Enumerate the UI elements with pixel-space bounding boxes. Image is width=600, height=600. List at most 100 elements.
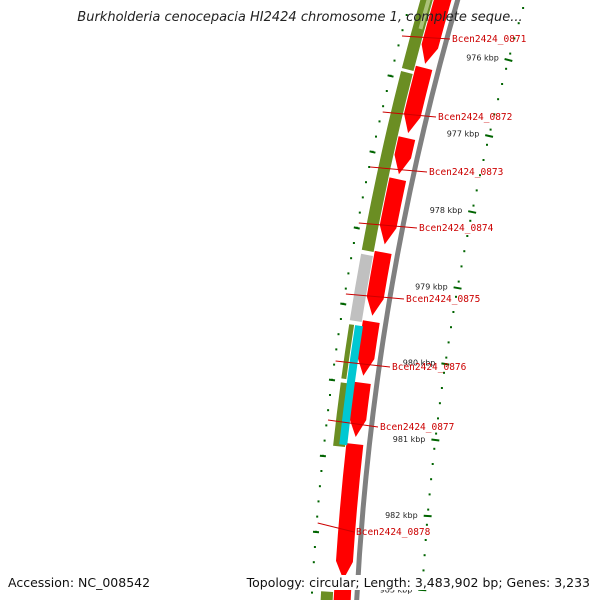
gene-label: Bcen2424_0872 (438, 112, 512, 123)
minor-tick (375, 135, 377, 138)
minor-tick (389, 74, 392, 77)
minor-tick (371, 150, 374, 153)
gene-leader-line (317, 522, 355, 533)
forward-cds-arrow (357, 320, 380, 376)
minor-tick (335, 348, 338, 351)
kbp-label: 979 kbp (415, 282, 448, 291)
gene-label: Bcen2424_0873 (429, 167, 503, 178)
minor-tick (318, 485, 321, 488)
minor-tick (321, 454, 324, 457)
major-tick (441, 362, 450, 366)
minor-tick (427, 508, 430, 511)
minor-tick (457, 280, 460, 283)
reverse-cds-band (361, 71, 413, 252)
minor-tick (347, 272, 350, 275)
backbone-circle (354, 0, 461, 600)
minor-tick (325, 424, 328, 427)
forward-cds-arrow (421, 0, 452, 64)
gene-label: Bcen2424_0877 (380, 422, 454, 433)
minor-tick (337, 333, 340, 336)
forward-cds-arrow (333, 587, 352, 600)
gene-leader-line (345, 293, 405, 300)
minor-tick (352, 242, 355, 244)
topology-text: Topology: circular; Length: 3,483,902 bp… (244, 575, 590, 590)
minor-tick (466, 235, 469, 237)
forward-cds-arrow (379, 177, 407, 245)
feature-tracks (320, 0, 461, 600)
major-tick (504, 58, 513, 62)
minor-tick (339, 318, 342, 320)
kbp-label: 980 kbp (403, 359, 436, 368)
minor-tick (331, 378, 333, 381)
minor-tick (333, 363, 336, 366)
minor-tick (497, 98, 500, 101)
kbp-label: 981 kbp (393, 435, 426, 444)
gene-leader-line (335, 360, 391, 368)
minor-tick (312, 561, 315, 564)
minor-tick (517, 22, 520, 25)
minor-tick (522, 7, 525, 9)
gene-leader-line (382, 111, 437, 118)
minor-tick (493, 113, 496, 116)
gene-label: Bcen2424_0878 (356, 527, 431, 538)
gene-label: Bcen2424_0874 (419, 223, 494, 234)
minor-tick (428, 493, 431, 496)
minor-tick (443, 371, 445, 374)
minor-tick (344, 287, 347, 290)
minor-tick (425, 523, 428, 526)
kbp-label: 982 kbp (385, 511, 418, 520)
minor-tick (424, 539, 427, 541)
minor-tick (342, 302, 345, 305)
minor-tick (438, 402, 441, 405)
major-tick (484, 134, 494, 138)
gene-label: Bcen2424_0871 (452, 34, 527, 45)
reverse-cds-band (320, 591, 334, 600)
minor-tick (382, 105, 385, 108)
minor-tick (479, 174, 481, 177)
minor-tick (435, 432, 438, 435)
gene-leader-line (370, 166, 428, 173)
major-tick (423, 514, 432, 518)
gene-label: Bcen2424_0875 (406, 294, 480, 305)
gene-leader-line (327, 419, 379, 428)
kbp-label: 977 kbp (447, 130, 480, 139)
minor-tick (452, 311, 455, 313)
forward-cds-arrow (349, 381, 371, 437)
reverse-cds-band (341, 324, 355, 380)
major-tick (468, 210, 477, 214)
kbp-label: 978 kbp (430, 206, 463, 215)
reverse-cds-band (418, 0, 431, 30)
minor-tick (313, 546, 316, 548)
minor-tick (368, 166, 371, 168)
minor-tick (455, 295, 457, 298)
map-title: Burkholderia cenocepacia HI2424 chromoso… (77, 10, 523, 25)
minor-tick (440, 387, 443, 389)
major-tick (431, 438, 440, 442)
minor-tick (405, 14, 408, 16)
minor-tick (482, 159, 485, 161)
minor-tick (469, 219, 472, 222)
minor-tick (423, 554, 426, 557)
minor-tick (350, 257, 353, 260)
minor-tick (317, 500, 320, 503)
minor-tick (445, 356, 448, 359)
minor-tick (316, 515, 319, 518)
minor-tick (501, 83, 504, 85)
minor-tick (401, 29, 404, 32)
minor-tick (422, 569, 425, 572)
minor-tick (437, 417, 439, 420)
minor-tick (433, 447, 436, 450)
minor-tick (509, 52, 512, 55)
minor-tick (505, 67, 508, 70)
accession-text: Accession: NC_008542 (8, 575, 153, 590)
minor-tick (397, 44, 400, 47)
gray-feature-band (349, 253, 373, 322)
minor-tick (463, 250, 466, 253)
minor-tick (327, 409, 330, 412)
minor-tick (365, 181, 367, 184)
minor-tick (460, 265, 463, 268)
minor-tick (447, 341, 450, 344)
forward-cds-arrow (394, 136, 416, 175)
minor-tick (513, 37, 516, 40)
